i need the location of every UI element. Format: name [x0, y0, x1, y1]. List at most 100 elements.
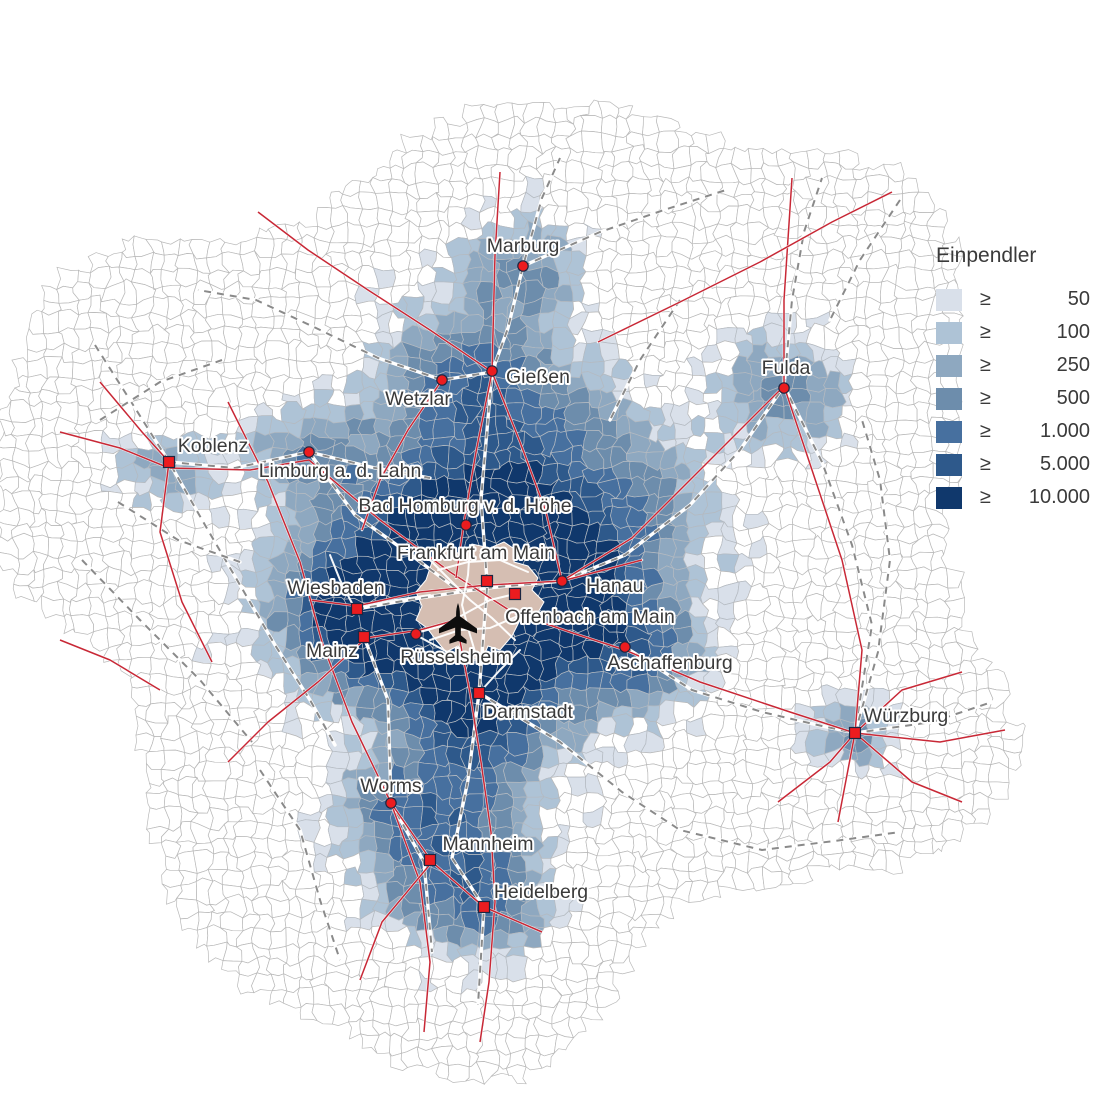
municipality-cell [894, 419, 918, 436]
municipality-cell [986, 668, 1010, 692]
city-label: Aschaffenburg [607, 652, 732, 674]
municipality-cell [505, 954, 528, 983]
legend-title: Einpendler [936, 244, 1037, 267]
motorway-line [257, 211, 493, 373]
city-label: Heidelberg [494, 881, 588, 903]
airplane-icon [439, 602, 477, 644]
legend-row: ≥5.000 [936, 448, 1090, 481]
city-label: Limburg a. d. Lahn [259, 460, 422, 482]
municipality-cell [743, 714, 764, 742]
municipality-cell [165, 674, 185, 696]
municipality-cell [581, 130, 605, 154]
motorway-line [59, 431, 1006, 743]
municipality-cell [340, 883, 365, 902]
city-marker-circle [436, 374, 448, 386]
motorway-line [359, 861, 433, 981]
motorway-line [597, 191, 893, 343]
legend-threshold: 5.000 [1039, 453, 1090, 475]
municipality-cell [285, 943, 300, 967]
railway-line [624, 646, 993, 734]
municipality-cell [506, 732, 530, 757]
municipality-cell [221, 869, 245, 888]
city-marker-circle [619, 641, 631, 653]
city-marker-circle [410, 628, 422, 640]
local-road-line [419, 593, 516, 633]
city-label: Gießen [506, 366, 570, 388]
motorway-line [59, 639, 161, 691]
municipality-cell [161, 238, 181, 257]
motorway-line [854, 671, 963, 734]
railway-line [99, 359, 223, 421]
railway-line [197, 289, 493, 381]
legend-swatch [936, 420, 962, 443]
city-label: Mannheim [442, 833, 533, 855]
city-marker-circle [778, 382, 790, 394]
city-labels: Marburg Gießen Wetzlar Fulda Koblenz Limburg … [176, 233, 951, 905]
motorway-line [227, 401, 431, 1033]
city-marker-square [508, 587, 522, 601]
municipality-cell [660, 896, 675, 920]
municipality-cell [656, 115, 681, 133]
municipality-cell [446, 1063, 470, 1083]
local-road-line [429, 559, 516, 641]
airplane-icon [439, 602, 477, 644]
municipality-cell [326, 402, 347, 424]
motorway-line [390, 802, 543, 933]
city-label: Hanau [586, 575, 643, 597]
municipality-cell [1002, 749, 1023, 771]
railway-line [94, 344, 336, 746]
municipality-cell [419, 687, 439, 706]
municipality-cell [745, 657, 769, 682]
railway-line [308, 451, 459, 591]
legend-threshold: 250 [1056, 354, 1090, 376]
motorway-line [561, 385, 785, 582]
railway-line [783, 177, 823, 387]
legend-threshold: 10.000 [1028, 486, 1090, 508]
railway-line [854, 419, 891, 734]
city-label: Wetzlar [385, 388, 451, 410]
municipality-cell [595, 985, 621, 1008]
municipality-cell [263, 340, 290, 362]
legend-row: ≥100 [936, 316, 1090, 349]
legend-swatch [936, 321, 962, 344]
railway-line [81, 559, 253, 743]
railway-line [783, 385, 873, 734]
city-label: Marburg [487, 235, 560, 257]
municipality-cell [848, 385, 873, 409]
motorway-line [854, 732, 963, 803]
municipality-cell [579, 115, 603, 134]
municipality-cell [196, 926, 209, 949]
municipality-cell [191, 340, 213, 362]
legend-threshold: 50 [1067, 288, 1090, 310]
legend-geq-symbol: ≥ [980, 453, 991, 475]
legend-geq-symbol: ≥ [980, 354, 991, 376]
municipality-cell [987, 781, 1010, 800]
city-marker-circle [556, 575, 568, 587]
legend-row: ≥1.000 [936, 415, 1090, 448]
municipality-cell [316, 207, 333, 230]
motorway-line [361, 379, 443, 531]
municipality-cell [909, 432, 934, 453]
city-marker-square [848, 726, 862, 740]
municipality-cell [130, 685, 152, 707]
municipality-cell [628, 926, 647, 949]
railway-lines [80, 156, 994, 1007]
municipality-cell [11, 357, 29, 380]
municipality-cell [673, 567, 691, 583]
municipality-cell [931, 837, 948, 855]
municipality-cell [901, 177, 920, 195]
municipality-cell [624, 271, 648, 287]
railway-line [480, 157, 561, 582]
legend-geq-symbol: ≥ [980, 321, 991, 343]
railway-casing [828, 198, 902, 322]
local-road-line [413, 633, 463, 661]
local-road-line [329, 554, 356, 610]
municipality-cell [431, 116, 450, 141]
city-markers [162, 260, 862, 914]
motorway-line [783, 177, 863, 823]
city-label: Darmstadt [483, 701, 574, 723]
city-label: Würzburg [864, 705, 949, 727]
legend-swatch [936, 387, 962, 410]
